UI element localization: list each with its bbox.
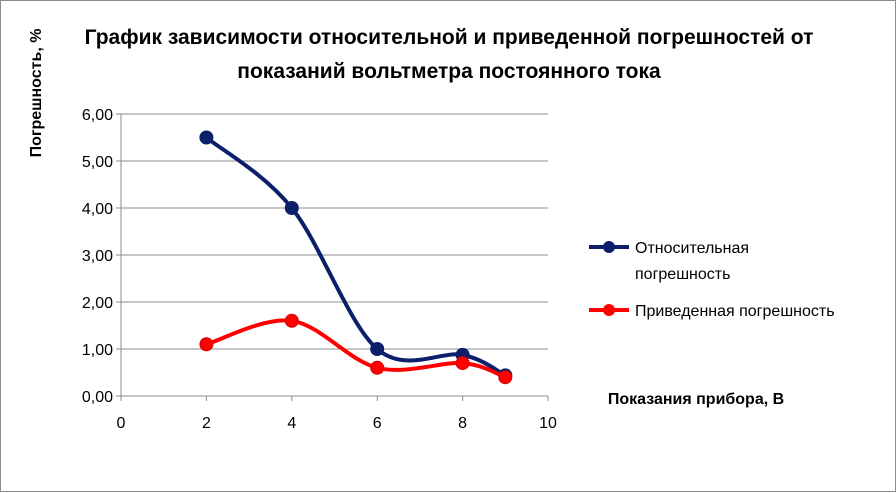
y-tick-label: 4,00: [82, 201, 113, 218]
data-point: [498, 370, 513, 385]
x-axis-label: Показания прибора, В: [608, 391, 784, 408]
legend-label-reduced: Приведенная погрешность: [635, 303, 835, 320]
data-point: [199, 130, 214, 145]
x-tick-label: 0: [117, 415, 126, 432]
y-tick-label: 1,00: [82, 342, 113, 359]
data-point: [370, 360, 385, 375]
data-point: [455, 356, 470, 371]
series-line-0: [204, 135, 508, 378]
data-point: [199, 337, 214, 352]
y-tick-label: 6,00: [82, 107, 113, 124]
legend-marker-relative: [603, 241, 615, 253]
y-tick-label: 2,00: [82, 295, 113, 312]
series-layer: [199, 130, 513, 385]
data-point: [284, 201, 299, 215]
y-axis-label: Погрешность, %: [28, 29, 45, 158]
data-point: [284, 313, 299, 328]
x-tick-labels: 0 2 4 6 8 10: [117, 415, 557, 432]
y-tick-label: 0,00: [82, 389, 113, 406]
x-tick-label: 8: [458, 415, 467, 432]
chart-title-line2: показаний вольтметра постоянного тока: [237, 60, 661, 83]
legend-marker-reduced: [603, 304, 615, 316]
y-tick-label: 5,00: [82, 154, 113, 171]
y-tick-label: 3,00: [82, 248, 113, 265]
chart-title-line1: График зависимости относительной и приве…: [85, 26, 814, 49]
x-tick-label: 4: [287, 415, 296, 432]
x-tick-label: 10: [539, 415, 557, 432]
legend: Относительная погрешность Приведенная по…: [589, 240, 835, 320]
x-tick-label: 6: [373, 415, 382, 432]
legend-label-relative-line2: погрешность: [635, 266, 730, 283]
gridlines: [121, 113, 548, 350]
x-tick-label: 2: [202, 415, 211, 432]
legend-label-relative-line1: Относительная: [635, 240, 749, 257]
y-tick-labels: 0,00 1,00 2,00 3,00 4,00 5,00 6,00: [82, 107, 113, 406]
axes: [116, 113, 549, 401]
data-point: [370, 342, 385, 356]
